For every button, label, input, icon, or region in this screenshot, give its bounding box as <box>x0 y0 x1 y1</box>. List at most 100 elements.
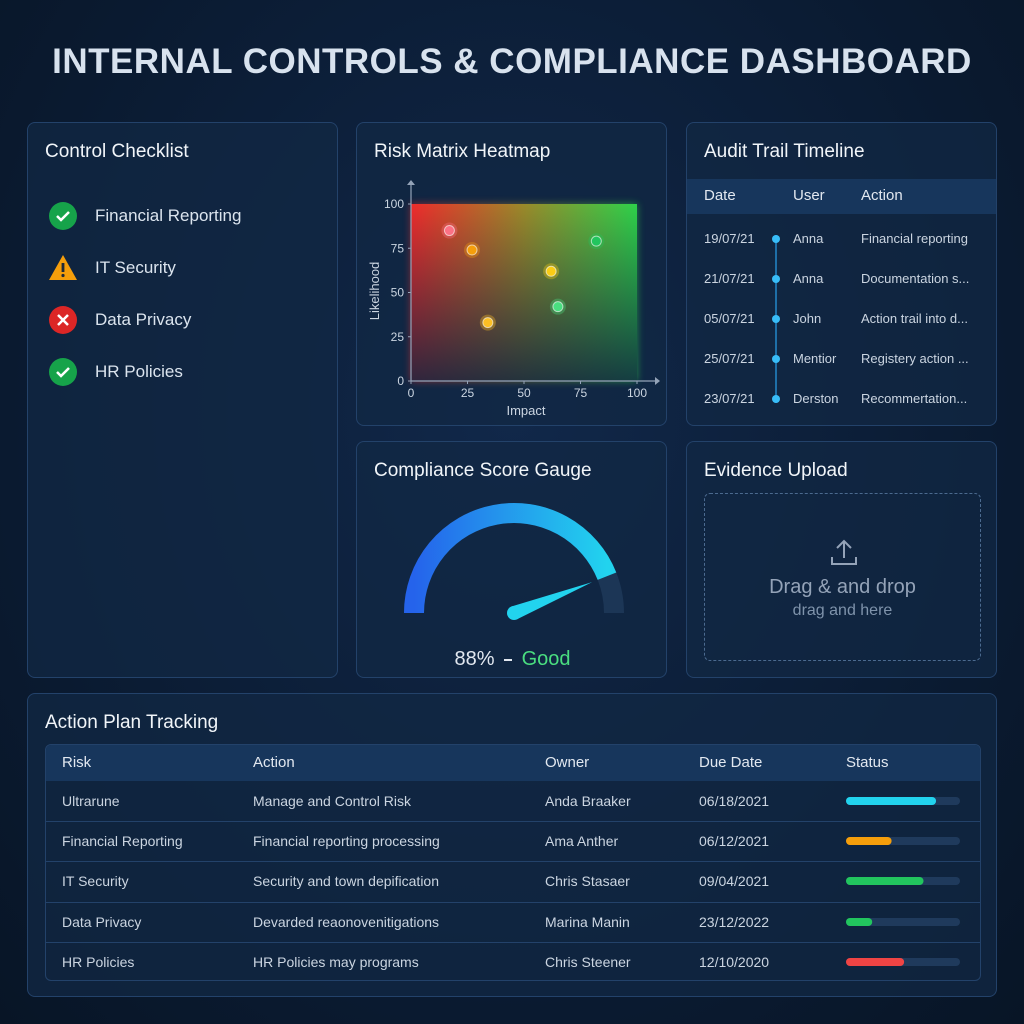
action-cell: HR Policies <box>62 953 135 970</box>
drop-primary: Drag & and drop <box>769 576 916 598</box>
audit-cell: Action trail into d... <box>861 311 968 326</box>
action-cell: Security and town depification <box>253 873 439 890</box>
gauge-label: 88% Good <box>357 648 668 671</box>
action-cell: 09/04/2021 <box>699 873 770 890</box>
page-title: INTERNAL CONTROLS & COMPLIANCE DASHBOARD <box>52 42 972 81</box>
axes <box>410 185 655 382</box>
audit-cell: Registery action ... <box>861 351 969 366</box>
action-cell: IT Security <box>62 873 129 890</box>
timeline-dot <box>772 315 780 323</box>
risk-point <box>482 317 494 329</box>
action-cell: Financial Reporting <box>62 833 183 850</box>
panel-title: Evidence Upload <box>704 460 848 481</box>
risk-matrix-chart: Impact Likelihood 0 25 50 75 100 0 25 50 75 100 <box>367 180 660 418</box>
x-tick-label: 75 <box>574 386 588 400</box>
audit-cell: Anna <box>793 231 824 246</box>
item-label: IT Security <box>95 258 176 277</box>
y-axis-label: Likelihood <box>367 262 382 321</box>
column-header: Status <box>846 754 889 771</box>
audit-cell: Financial reporting <box>861 231 968 246</box>
column-header: Action <box>253 754 295 771</box>
item-label: HR Policies <box>95 362 183 381</box>
risk-point <box>443 225 455 237</box>
timeline-dot <box>772 275 780 283</box>
row-divider <box>46 941 980 943</box>
status-fill <box>846 957 905 966</box>
gauge-needle <box>511 582 593 620</box>
action-cell: Anda Braaker <box>545 793 631 809</box>
y-tick-label: 25 <box>391 330 405 344</box>
checklist-item: HR Policies <box>48 357 183 392</box>
action-cell: Devarded reaonovenitigations <box>253 913 440 930</box>
gauge-value: 88% <box>454 648 495 670</box>
risk-matrix-panel: Risk Matrix Heatmap Impact Likelihood 0 2… <box>356 122 667 426</box>
action-cell: Financial reporting processing <box>253 833 440 850</box>
action-cell: HR Policies may programs <box>253 953 419 970</box>
panel-title: Compliance Score Gauge <box>374 460 592 481</box>
row-divider <box>46 821 980 823</box>
risk-point <box>590 235 602 247</box>
risk-point <box>466 244 478 256</box>
action-cell: Manage and Control Risk <box>253 793 411 809</box>
risk-point <box>545 265 557 277</box>
timeline-dot <box>772 395 780 403</box>
needle-hub <box>507 606 521 620</box>
gauge-rating: Good <box>521 648 571 670</box>
checklist-item: Data Privacy <box>48 305 191 340</box>
pass-icon <box>49 202 77 230</box>
action-cell: 06/12/2021 <box>699 833 770 850</box>
drop-zone[interactable]: Drag & and drop drag and here <box>704 493 981 661</box>
audit-cell: Derston <box>793 391 839 406</box>
checklist-item: Financial Reporting <box>48 201 241 236</box>
panel-title: Risk Matrix Heatmap <box>374 141 551 162</box>
status-fill <box>846 797 937 805</box>
audit-cell: Anna <box>793 271 824 286</box>
x-tick-label: 100 <box>627 386 647 400</box>
audit-cell: 21/07/21 <box>704 271 755 286</box>
upload-icon <box>831 539 857 565</box>
y-tick-label: 50 <box>391 286 405 300</box>
panel-title: Control Checklist <box>45 141 189 162</box>
column-header: Owner <box>545 754 590 771</box>
drop-secondary: drag and here <box>792 602 893 619</box>
status-bar <box>846 877 960 886</box>
y-tick-label: 100 <box>384 197 404 211</box>
status-fill <box>846 837 892 846</box>
column-header: Risk <box>62 754 92 771</box>
column-header: Action <box>861 187 903 204</box>
action-cell: 12/10/2020 <box>699 953 770 970</box>
audit-cell: Recommertation... <box>861 391 968 406</box>
action-cell: Chris Stasaer <box>545 873 630 890</box>
column-header: User <box>793 187 825 204</box>
action-table: Risk Action Owner Due Date Status Ultrarune Ma… <box>45 744 981 981</box>
gauge-panel: Compliance Score Gauge 88% Good <box>356 441 667 678</box>
warning-icon <box>49 255 77 280</box>
separator <box>504 658 513 661</box>
audit-cell: 19/07/21 <box>704 231 755 246</box>
panel-title: Action Plan Tracking <box>45 712 219 733</box>
fail-icon <box>49 306 77 334</box>
item-label: Financial Reporting <box>95 206 242 225</box>
gauge <box>404 503 624 620</box>
table-header <box>46 745 980 781</box>
gauge-fill <box>404 503 617 614</box>
column-header: Date <box>704 187 736 204</box>
audit-cell: 25/07/21 <box>704 351 755 366</box>
item-label: Data Privacy <box>95 310 192 329</box>
action-cell: Data Privacy <box>62 913 142 930</box>
status-track <box>846 917 960 926</box>
table-header <box>687 179 996 214</box>
row-divider <box>46 901 980 903</box>
timeline-dot <box>772 355 780 363</box>
checklist-panel: Control Checklist Financial Reporting IT… <box>27 122 338 678</box>
status-bar <box>846 797 960 805</box>
audit-panel: Audit Trail Timeline Date User Action 19/07… <box>686 122 997 426</box>
action-cell: 06/18/2021 <box>699 793 770 809</box>
action-cell: Chris Steener <box>545 953 631 970</box>
x-tick-label: 25 <box>461 386 475 400</box>
action-cell: Ultrarune <box>62 793 120 809</box>
pass-icon <box>49 358 77 386</box>
audit-cell: Documentation s... <box>861 271 970 286</box>
action-cell: 23/12/2022 <box>699 913 770 930</box>
